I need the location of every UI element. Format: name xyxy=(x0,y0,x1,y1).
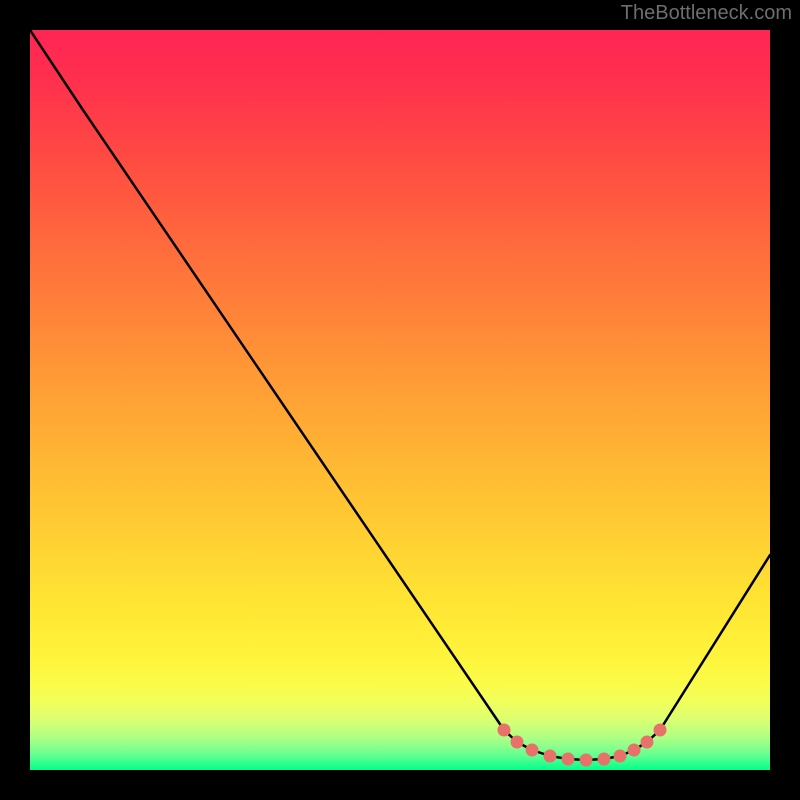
chart-container: TheBottleneck.com xyxy=(0,0,800,800)
optimal-point-marker xyxy=(614,750,627,763)
optimal-point-marker xyxy=(641,736,654,749)
optimal-point-marker xyxy=(654,724,667,737)
source-watermark: TheBottleneck.com xyxy=(621,2,792,25)
optimal-point-marker xyxy=(526,744,539,757)
plot-area xyxy=(30,30,770,770)
optimal-point-marker xyxy=(598,753,611,766)
optimal-point-marker xyxy=(562,753,575,766)
optimal-point-marker xyxy=(511,736,524,749)
optimal-point-marker xyxy=(544,750,557,763)
bottleneck-curve-chart xyxy=(30,30,770,770)
optimal-point-marker xyxy=(628,744,641,757)
optimal-point-marker xyxy=(498,724,511,737)
gradient-background xyxy=(30,30,770,770)
optimal-point-marker xyxy=(580,754,593,767)
